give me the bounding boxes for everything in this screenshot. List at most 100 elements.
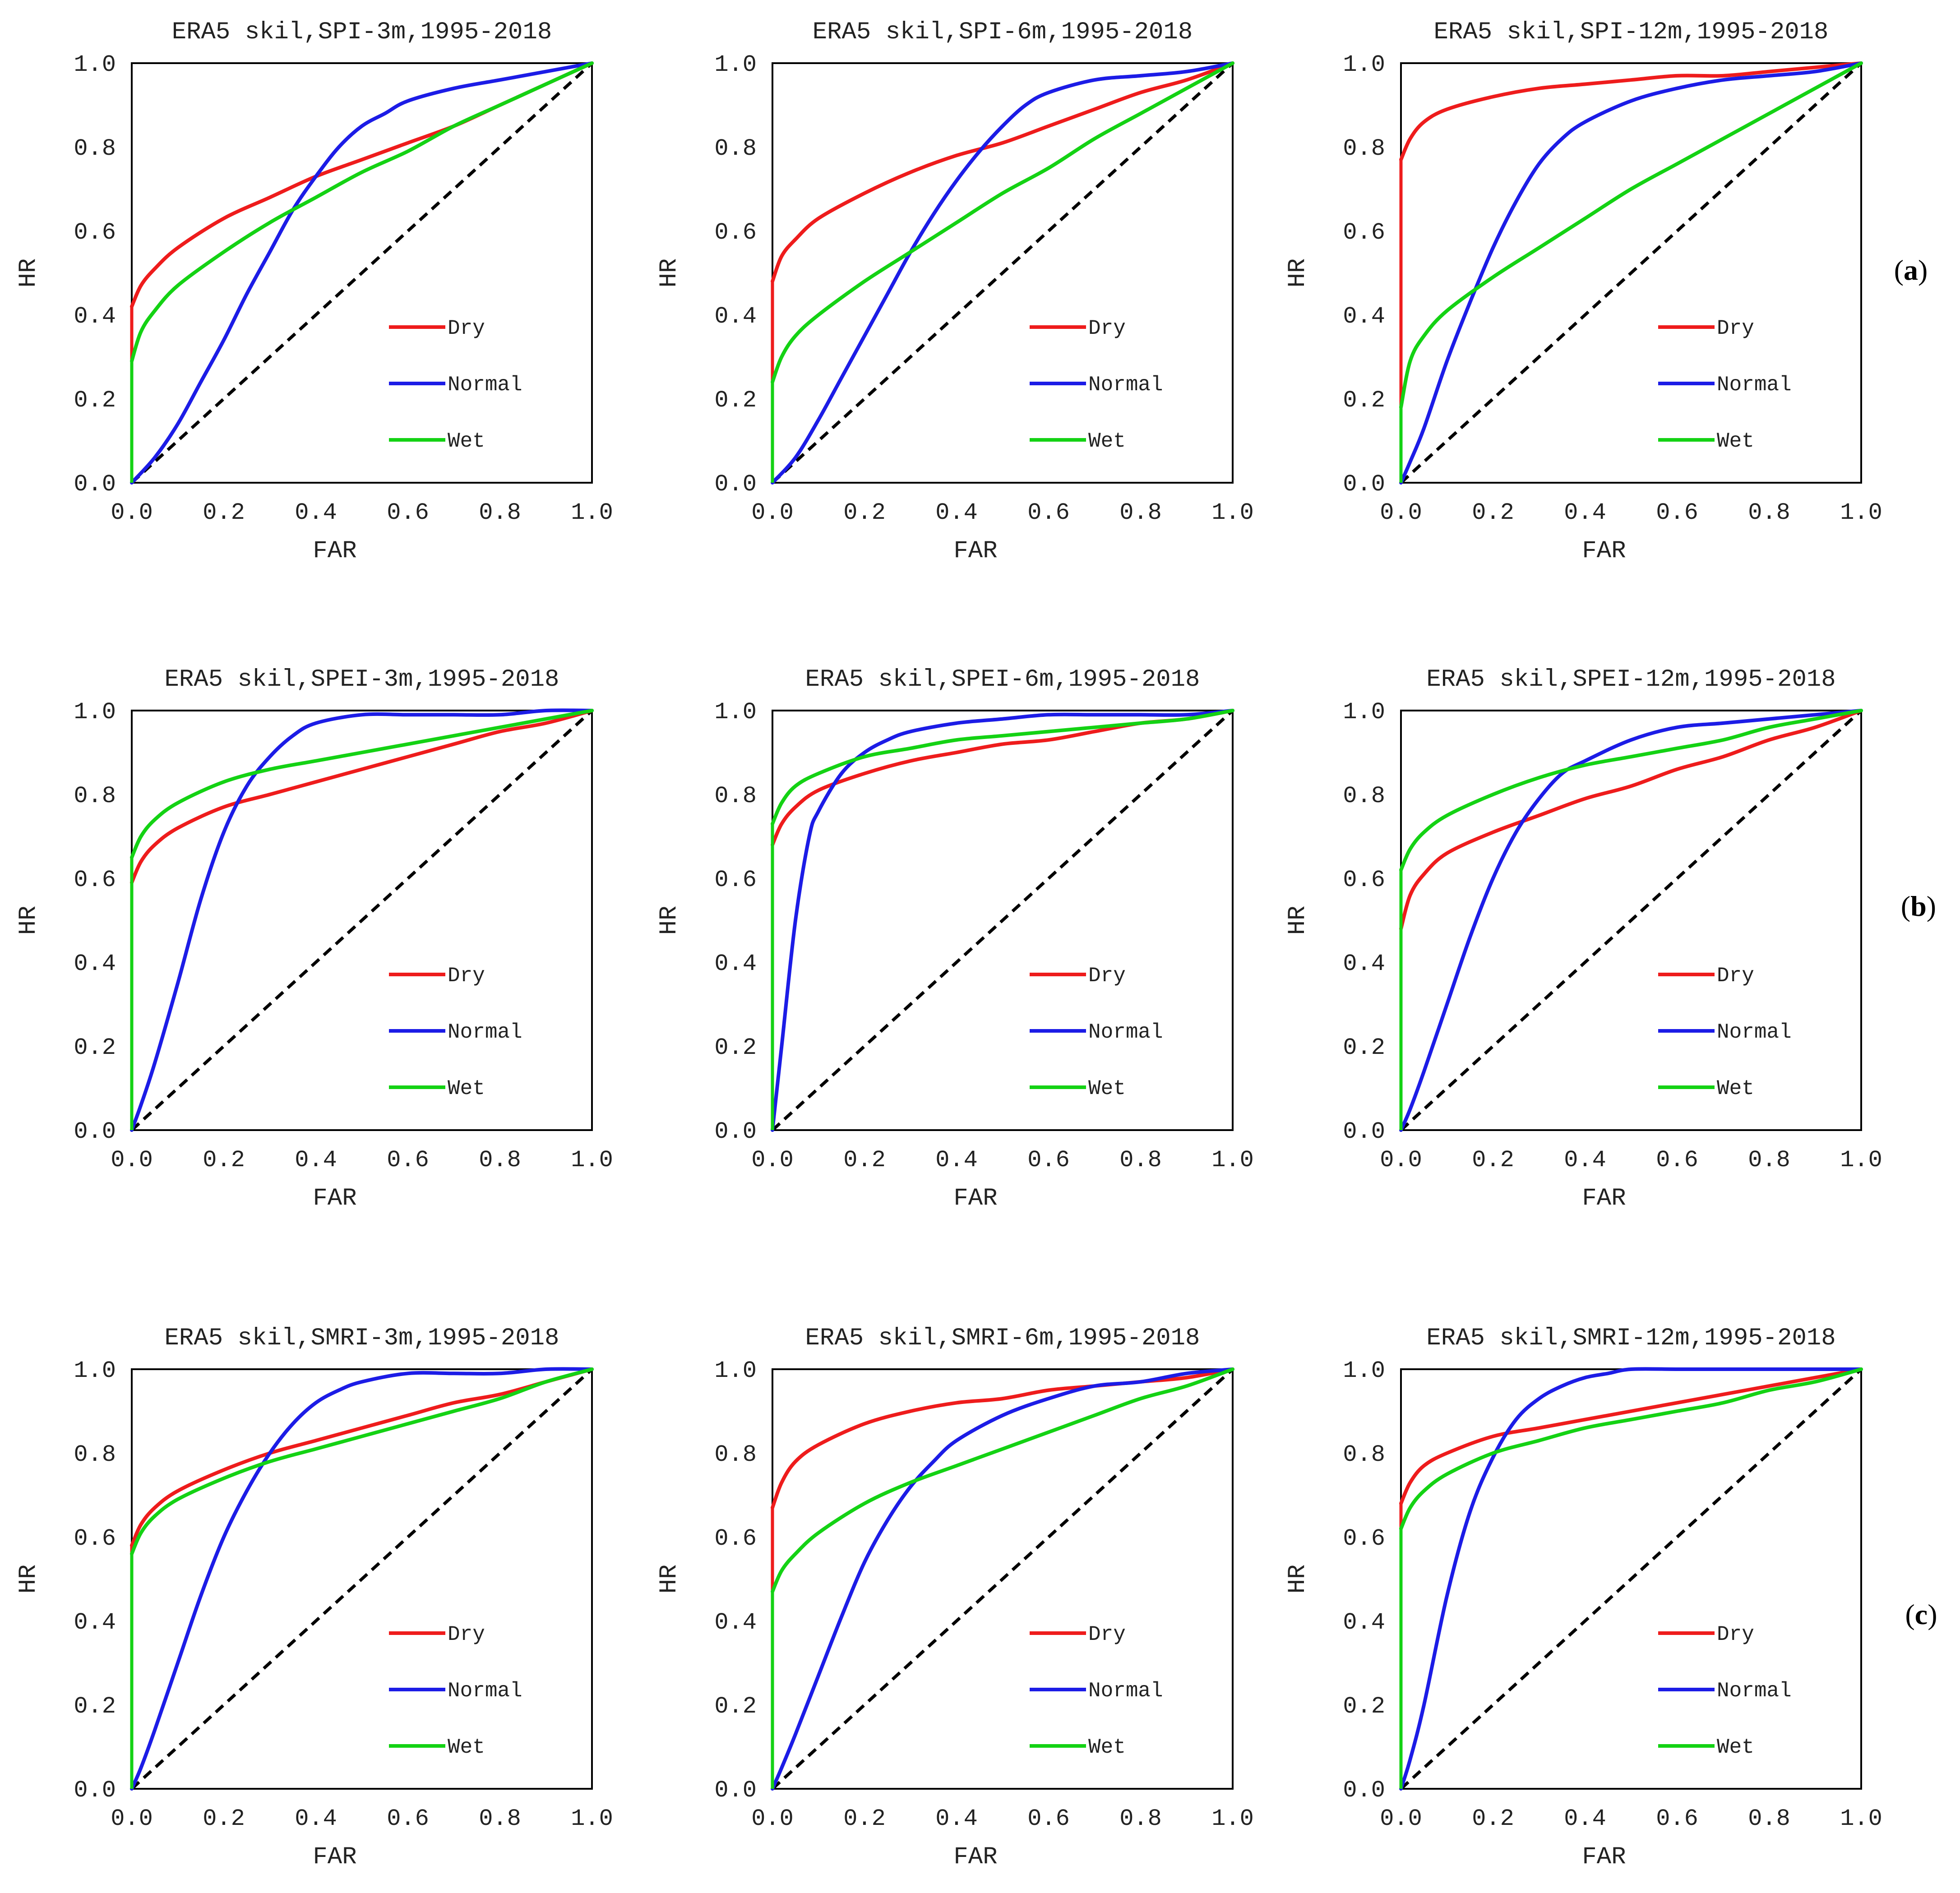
no-skill-diagonal <box>771 1368 1234 1790</box>
legend-label-normal: Normal <box>1088 373 1163 397</box>
series-dry-line <box>771 1367 1234 1510</box>
y-tick-label: 0.6 <box>714 1525 757 1552</box>
x-tick-label: 0.4 <box>295 499 337 526</box>
legend-label-dry: Dry <box>1088 317 1126 340</box>
no-skill-diagonal <box>130 1368 593 1790</box>
x-axis-label: FAR <box>313 1185 356 1212</box>
x-tick-label: 0.2 <box>1472 1147 1514 1173</box>
y-tick-label: 0.4 <box>1343 1609 1385 1636</box>
roc-panel-6: ERA5 skil,SPEI-12m,1995-2018 0.0 0.2 0.4 0.6… <box>1284 666 1882 1212</box>
x-tick-label: 1.0 <box>571 1805 613 1832</box>
series-dry-line <box>1399 709 1863 931</box>
legend-label-wet: Wet <box>1717 1736 1754 1759</box>
x-tick-label: 0.4 <box>1564 1805 1606 1832</box>
series-normal-line <box>1399 61 1863 485</box>
legend-label-dry: Dry <box>448 317 485 340</box>
x-tick-label: 1.0 <box>1840 499 1882 526</box>
panel-title: ERA5 skil,SPEI-12m,1995-2018 <box>1426 666 1835 693</box>
y-tick-label: 0.2 <box>714 387 757 414</box>
y-tick-label: 0.6 <box>1343 219 1385 246</box>
y-tick-label: 0.6 <box>1343 867 1385 893</box>
x-tick-label: 0.4 <box>295 1805 337 1832</box>
x-tick-label: 0.6 <box>1027 1805 1070 1832</box>
legend-label-wet: Wet <box>1088 1077 1126 1100</box>
legend-label-dry: Dry <box>1088 1623 1126 1646</box>
x-tick-label: 0.6 <box>1027 499 1070 526</box>
series-wet-line <box>130 61 594 363</box>
legend-label-dry: Dry <box>448 964 485 988</box>
x-axis-label: FAR <box>1582 537 1626 565</box>
panel-title: ERA5 skil,SPEI-6m,1995-2018 <box>805 666 1200 693</box>
no-skill-diagonal <box>130 709 593 1131</box>
y-tick-label: 0.2 <box>74 1034 116 1061</box>
y-tick-label: 1.0 <box>1343 1357 1385 1384</box>
series-normal-line <box>130 708 594 1132</box>
y-tick-label: 0.0 <box>714 1777 757 1804</box>
x-tick-label: 1.0 <box>1211 1805 1254 1832</box>
series-dry-line <box>1399 1367 1863 1505</box>
y-tick-label: 1.0 <box>1343 699 1385 725</box>
x-tick-label: 0.6 <box>1656 499 1698 526</box>
y-tick-label: 0.2 <box>74 387 116 414</box>
y-tick-label: 0.8 <box>1343 783 1385 809</box>
roc-panel-2: ERA5 skil,SPI-6m,1995-2018 0.0 0.2 0.4 0.6 0.… <box>656 18 1254 565</box>
legend-label-normal: Normal <box>1088 1020 1163 1044</box>
x-tick-label: 0.0 <box>1380 1805 1422 1832</box>
x-tick-label: 0.4 <box>935 499 978 526</box>
roc-panel-3: ERA5 skil,SPI-12m,1995-2018 0.0 0.2 0.4 0.6 0… <box>1284 18 1882 565</box>
legend-label-normal: Normal <box>1088 1679 1163 1703</box>
x-tick-label: 0.8 <box>1119 1805 1162 1832</box>
y-tick-label: 1.0 <box>74 51 116 78</box>
panel-title: ERA5 skil,SMRI-6m,1995-2018 <box>805 1325 1200 1352</box>
series-dry-line <box>771 709 1234 847</box>
legend-label-dry: Dry <box>1088 964 1126 988</box>
series-wet-line <box>771 709 1234 826</box>
series-dry-line <box>130 709 594 885</box>
y-tick-label: 0.8 <box>714 135 757 162</box>
y-tick-label: 0.0 <box>1343 1118 1385 1145</box>
panel-title: ERA5 skil,SPEI-3m,1995-2018 <box>165 666 559 693</box>
y-axis-label: HR <box>656 1565 683 1594</box>
legend-label-normal: Normal <box>1717 373 1792 397</box>
legend-label-normal: Normal <box>448 1679 522 1703</box>
x-tick-label: 0.0 <box>111 499 153 526</box>
x-axis-label: FAR <box>953 537 997 565</box>
x-tick-label: 0.6 <box>1027 1147 1070 1173</box>
x-tick-label: 0.0 <box>1380 499 1422 526</box>
x-tick-label: 0.0 <box>751 1147 794 1173</box>
roc-panel-8: ERA5 skil,SMRI-6m,1995-2018 0.0 0.2 0.4 0.6 0… <box>656 1325 1254 1871</box>
y-axis-label: HR <box>1284 1565 1312 1594</box>
y-tick-label: 0.0 <box>74 1777 116 1804</box>
x-tick-label: 0.6 <box>1656 1805 1698 1832</box>
x-tick-label: 0.8 <box>1748 499 1790 526</box>
legend-label-dry: Dry <box>1717 964 1754 988</box>
y-axis-label: HR <box>656 259 683 288</box>
x-tick-label: 0.2 <box>843 1147 886 1173</box>
y-tick-label: 0.6 <box>74 867 116 893</box>
y-tick-label: 1.0 <box>1343 51 1385 78</box>
series-dry-line <box>771 61 1234 283</box>
x-tick-label: 1.0 <box>1840 1147 1882 1173</box>
y-tick-label: 0.2 <box>714 1693 757 1720</box>
y-tick-label: 0.2 <box>1343 1693 1385 1720</box>
series-dry-line <box>130 1367 594 1547</box>
y-tick-label: 0.6 <box>1343 1525 1385 1552</box>
y-tick-label: 0.4 <box>714 303 757 330</box>
y-tick-label: 0.0 <box>714 471 757 498</box>
series-normal-line <box>1399 709 1863 1132</box>
legend-label-wet: Wet <box>448 429 485 453</box>
x-tick-label: 0.6 <box>387 1147 429 1173</box>
y-axis-label: HR <box>15 259 42 288</box>
panel-title: ERA5 skil,SPI-12m,1995-2018 <box>1434 18 1829 46</box>
series-normal-line <box>771 709 1234 1132</box>
y-tick-label: 0.4 <box>714 951 757 977</box>
legend-label-normal: Normal <box>448 1020 522 1044</box>
x-axis-label: FAR <box>1582 1185 1626 1212</box>
y-tick-label: 0.8 <box>74 135 116 162</box>
y-tick-label: 0.6 <box>74 1525 116 1552</box>
y-tick-label: 0.8 <box>74 783 116 809</box>
series-wet-line <box>771 61 1234 384</box>
x-tick-label: 0.8 <box>479 499 521 526</box>
no-skill-diagonal <box>771 709 1234 1131</box>
